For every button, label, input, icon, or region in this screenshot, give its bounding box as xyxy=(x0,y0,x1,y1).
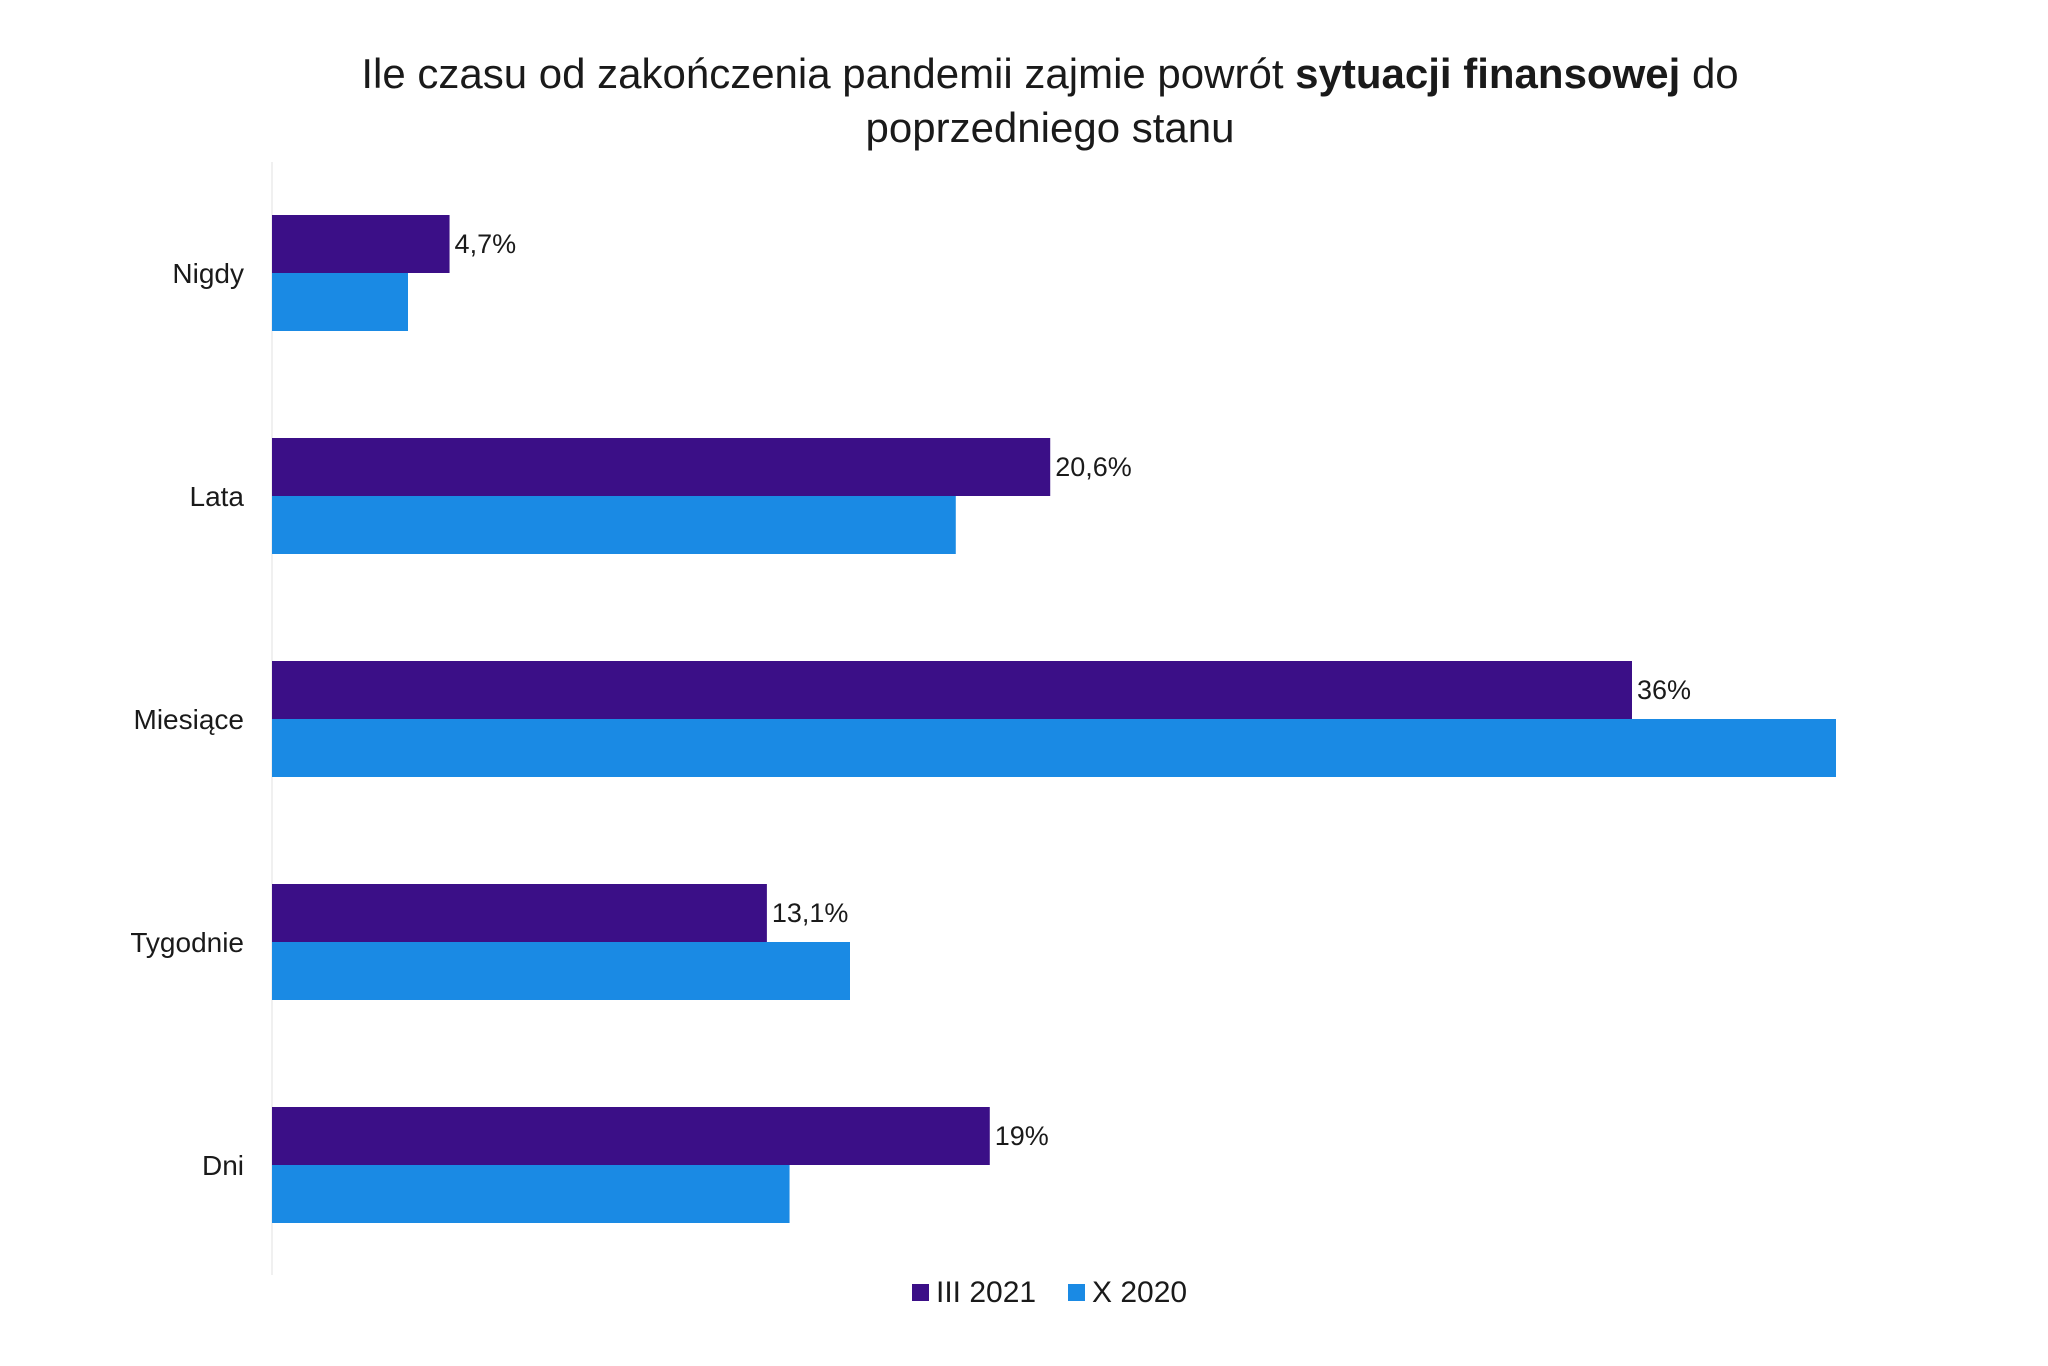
bar-iii-2021-lata xyxy=(272,438,1051,496)
bar-x-2020-dni xyxy=(272,1165,790,1223)
category-label-nigdy: Nigdy xyxy=(172,258,244,289)
category-label-tygodnie: Tygodnie xyxy=(130,927,244,958)
chart-title-suffix: do xyxy=(1680,50,1738,97)
chart-title: Ile czasu od zakończenia pandemii zajmie… xyxy=(361,50,1738,97)
bar-iii-2021-tygodnie xyxy=(272,884,767,942)
legend-swatch-x-2020 xyxy=(1068,1284,1085,1301)
chart-title-prefix: Ile czasu od zakończenia pandemii zajmie… xyxy=(361,50,1295,97)
bar-x-2020-miesiace xyxy=(272,719,1836,777)
category-label-lata: Lata xyxy=(190,481,245,512)
category-label-dni: Dni xyxy=(202,1150,244,1181)
bar-x-2020-nigdy xyxy=(272,273,408,331)
data-label-iii-2021-tygodnie: 13,1% xyxy=(772,898,849,928)
data-label-iii-2021-lata: 20,6% xyxy=(1055,452,1132,482)
legend-label-iii-2021: III 2021 xyxy=(936,1276,1036,1309)
bar-iii-2021-dni xyxy=(272,1107,990,1165)
legend: III 2021 X 2020 xyxy=(912,1276,1187,1309)
chart-title-line2: poprzedniego stanu xyxy=(866,104,1235,151)
bar-iii-2021-miesiace xyxy=(272,661,1632,719)
data-label-iii-2021-nigdy: 4,7% xyxy=(455,229,517,259)
category-label-miesiace: Miesiące xyxy=(134,704,244,735)
data-labels: 4,7% 20,6% 36% 13,1% 19% xyxy=(455,229,1691,1151)
legend-swatch-iii-2021 xyxy=(912,1284,929,1301)
bars-group xyxy=(272,215,1836,1223)
data-label-iii-2021-miesiace: 36% xyxy=(1637,675,1691,705)
chart-title-bold: sytuacji finansowej xyxy=(1295,50,1680,97)
bar-x-2020-lata xyxy=(272,496,956,554)
bar-iii-2021-nigdy xyxy=(272,215,450,273)
bar-x-2020-tygodnie xyxy=(272,942,850,1000)
category-labels: Nigdy Lata Miesiące Tygodnie Dni xyxy=(130,258,244,1181)
data-label-iii-2021-dni: 19% xyxy=(995,1121,1049,1151)
legend-label-x-2020: X 2020 xyxy=(1092,1276,1187,1309)
